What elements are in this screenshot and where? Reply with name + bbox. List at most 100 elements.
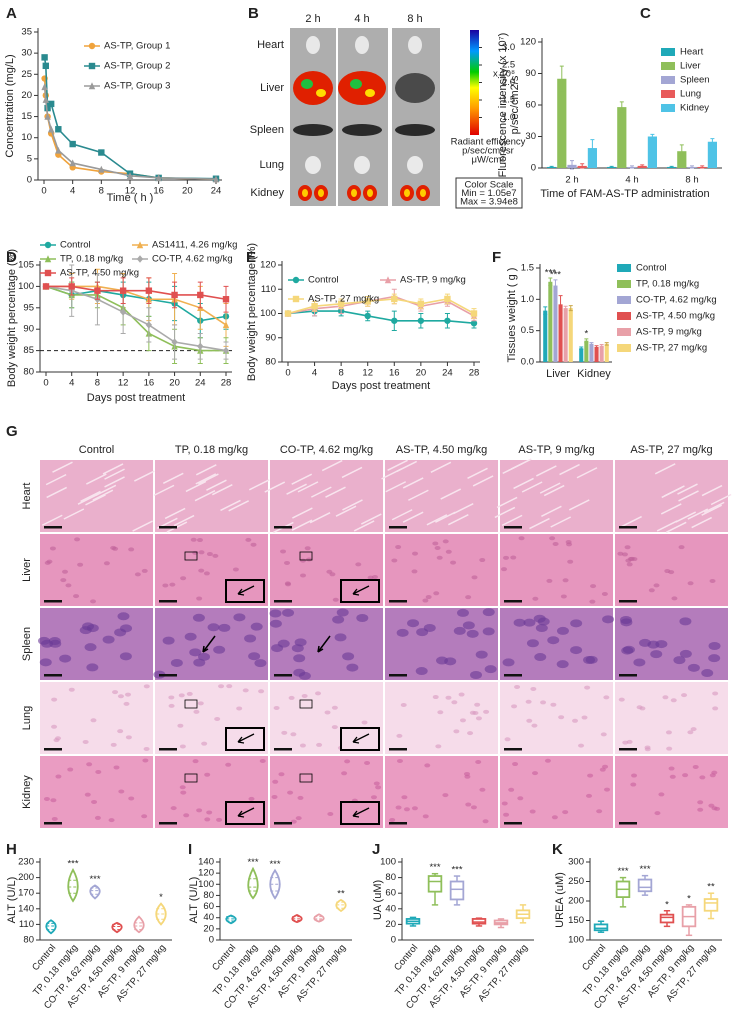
legend-swatch: [661, 48, 675, 56]
marker: [42, 283, 50, 290]
x-tick-label: 28: [221, 378, 232, 389]
organ: [351, 189, 357, 197]
texture: [375, 785, 382, 790]
marker: [55, 146, 62, 154]
texture: [396, 759, 403, 764]
x-tick-label: 12: [118, 378, 129, 389]
legend-label: Control: [308, 275, 339, 286]
texture: [184, 632, 197, 641]
texture: [92, 489, 114, 501]
texture: [334, 633, 347, 642]
y-tick-label: 105: [18, 260, 34, 271]
texture: [668, 766, 675, 771]
significance: ***: [617, 866, 628, 877]
arrow: [352, 733, 370, 744]
texture: [52, 461, 73, 473]
row-label: Heart: [21, 483, 33, 510]
bar: [584, 340, 589, 362]
texture: [618, 697, 625, 702]
bar: [579, 348, 584, 362]
y-tick-label: 100: [260, 308, 276, 319]
marker: [126, 172, 134, 179]
texture: [669, 774, 676, 779]
texture: [327, 811, 334, 816]
texture: [470, 671, 483, 680]
texture: [278, 772, 285, 777]
texture: [470, 805, 477, 810]
texture: [316, 742, 323, 747]
panel-letter: H: [6, 841, 17, 858]
texture: [504, 737, 511, 742]
marker: [69, 159, 76, 167]
texture: [269, 609, 282, 618]
texture: [104, 476, 125, 488]
texture: [434, 546, 441, 551]
texture: [665, 521, 687, 534]
texture: [546, 578, 553, 583]
error-bar: [563, 305, 568, 311]
texture: [465, 802, 472, 807]
texture: [396, 460, 418, 473]
texture: [189, 648, 202, 657]
column-label: AS-TP, 9 mg/kg: [518, 444, 594, 456]
x-tick-label: 24: [211, 186, 222, 197]
texture: [196, 808, 203, 813]
texture: [626, 562, 633, 567]
texture: [143, 684, 150, 689]
y-tick-label: 100: [568, 935, 584, 946]
legend-label: Control: [60, 240, 91, 251]
row-label: Kidney: [250, 187, 284, 199]
texture: [585, 655, 598, 664]
texture: [190, 537, 197, 542]
error-bar: [630, 165, 634, 169]
texture: [432, 541, 439, 546]
texture: [556, 626, 569, 635]
violin: [313, 913, 325, 923]
texture: [290, 732, 297, 737]
texture: [335, 505, 357, 517]
y-tick-label: 60: [525, 100, 536, 111]
column-label: CO-TP, 4.62 mg/kg: [280, 444, 373, 456]
marker: [222, 321, 230, 329]
significance: **: [707, 882, 715, 893]
texture: [162, 472, 184, 484]
marker: [69, 140, 76, 148]
significance: ***: [429, 862, 440, 873]
texture: [193, 658, 206, 667]
texture: [244, 634, 257, 643]
error-bar: [589, 342, 594, 346]
texture: [422, 814, 429, 819]
scale-bar: [44, 674, 62, 677]
texture: [452, 502, 474, 515]
texture: [128, 796, 135, 801]
texture: [226, 684, 233, 689]
error-bar: [690, 165, 694, 169]
micrograph: [385, 756, 498, 828]
texture: [567, 559, 574, 564]
texture: [697, 807, 704, 812]
marker: [444, 317, 451, 324]
row-label: Lung: [21, 706, 33, 730]
texture: [280, 549, 287, 554]
texture: [360, 513, 382, 525]
y-tick-label: 100: [380, 857, 396, 868]
scale-box-text: Color Scale: [464, 180, 513, 191]
texture: [192, 759, 199, 764]
significance: *: [584, 328, 588, 339]
marker: [68, 283, 75, 290]
texture: [708, 803, 715, 808]
y-tick-label: 0: [391, 935, 396, 946]
texture: [599, 767, 606, 772]
y-axis-label: UREA (uM): [554, 872, 566, 928]
significance: *: [665, 899, 669, 910]
texture: [77, 562, 84, 567]
legend-label: AS-TP, Group 3: [104, 81, 170, 92]
texture: [678, 545, 685, 550]
texture: [451, 700, 458, 705]
texture: [682, 773, 689, 778]
y-tick-label: 0: [27, 175, 32, 186]
scale-bar: [44, 748, 62, 751]
organ: [301, 79, 313, 89]
texture: [534, 653, 547, 662]
texture: [472, 475, 494, 487]
